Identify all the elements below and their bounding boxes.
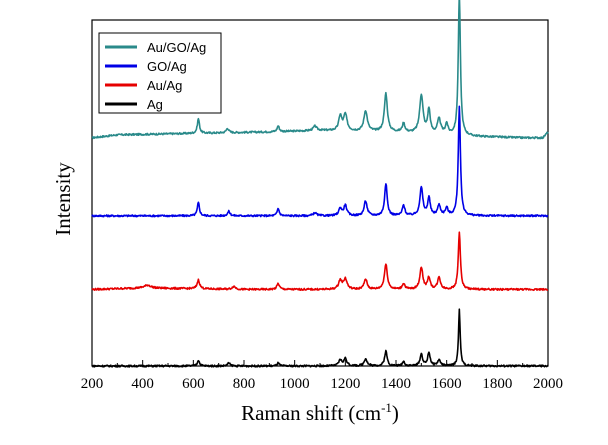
x-tick-label: 800: [233, 376, 256, 392]
x-axis-label: Raman shift (cm-1): [241, 400, 399, 425]
x-tick-label: 1800: [482, 376, 512, 392]
y-axis-label: Intensity: [51, 162, 75, 236]
x-tick-label: 400: [131, 376, 154, 392]
x-tick-label: 1200: [330, 376, 360, 392]
legend-label: GO/Ag: [147, 59, 187, 74]
x-axis-label-suffix: ): [392, 401, 399, 425]
x-tick-label: 1600: [432, 376, 462, 392]
series-line-ag: [91, 308, 549, 368]
legend-label: Au/Ag: [147, 78, 182, 93]
x-tick-label: 2000: [533, 376, 563, 392]
legend-label: Au/GO/Ag: [147, 40, 206, 55]
x-tick-label: 1000: [280, 376, 310, 392]
x-ticks-group: 200 400 600 800 1000 1200 1400 1600 1800 2000: [81, 360, 563, 392]
x-axis-label-main: Raman shift (cm: [241, 401, 381, 425]
x-tick-label: 1400: [381, 376, 411, 392]
series-line-au-ag: [91, 231, 549, 292]
x-tick-label: 600: [182, 376, 205, 392]
series-line-au-go-ag: [91, 0, 549, 140]
x-axis-label-superscript: -1: [381, 400, 392, 415]
legend-label: Ag: [147, 97, 163, 112]
legend: Au/GO/Ag GO/Ag Au/Ag Ag: [98, 32, 222, 114]
series-line-go-ag: [91, 105, 549, 218]
x-tick-label: 200: [81, 376, 104, 392]
